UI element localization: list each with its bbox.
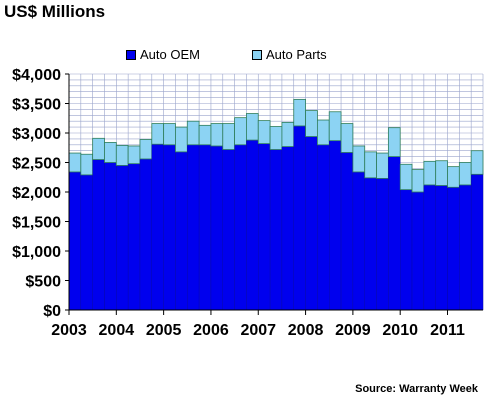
y-tick-label: $2,000 <box>12 185 61 202</box>
bar-auto-oem <box>352 171 365 311</box>
bar-auto-oem <box>104 162 117 311</box>
bar-auto-parts <box>115 144 129 166</box>
y-tick-label: $3,000 <box>12 126 61 143</box>
x-tick-label: 2005 <box>146 322 182 339</box>
bar-auto-parts <box>234 117 247 146</box>
bar-auto-parts <box>92 137 105 160</box>
bar-auto-oem <box>269 149 283 311</box>
bar-auto-oem <box>139 158 153 311</box>
bar-auto-parts <box>376 152 389 179</box>
bar-auto-parts <box>293 98 306 127</box>
bar-auto-oem <box>163 144 176 311</box>
bar-auto-parts <box>222 123 235 150</box>
legend-swatch-auto-oem <box>126 49 136 60</box>
bar-auto-oem <box>293 125 306 311</box>
bar-auto-parts <box>470 150 484 175</box>
bar-auto-oem <box>151 144 164 311</box>
bar-auto-parts <box>387 127 401 158</box>
bar-auto-parts <box>423 160 437 186</box>
bar-auto-parts <box>186 120 200 146</box>
bar-auto-parts <box>210 123 224 147</box>
bar-auto-parts <box>104 142 117 163</box>
bar-auto-oem <box>92 159 105 311</box>
x-tick-label: 2011 <box>430 322 465 339</box>
y-tick-label: $1,000 <box>12 244 61 261</box>
x-tick-label: 2006 <box>193 322 229 339</box>
y-tick-label: $1,500 <box>12 215 61 232</box>
bar-auto-parts <box>458 162 472 186</box>
bar-auto-oem <box>388 156 401 311</box>
bar-auto-oem <box>246 139 259 311</box>
y-tick-label: $500 <box>25 274 61 291</box>
bar-auto-oem <box>234 144 247 311</box>
legend-item-auto-oem: Auto OEM <box>126 47 200 62</box>
x-tick-label: 2009 <box>335 322 371 339</box>
source-note: Source: Warranty Week <box>355 383 478 395</box>
bar-auto-oem <box>68 171 82 311</box>
bar-auto-parts <box>305 110 318 137</box>
legend-swatch-auto-parts <box>251 49 262 60</box>
bar-auto-oem <box>400 189 413 311</box>
bar-auto-parts <box>447 166 460 188</box>
bar-auto-parts <box>364 151 377 179</box>
bar-auto-parts <box>281 121 295 147</box>
legend-item-auto-parts: Auto Parts <box>251 47 327 62</box>
x-tick-label: 2010 <box>382 322 418 339</box>
bar-auto-oem <box>222 149 235 311</box>
bar-auto-parts <box>80 153 94 176</box>
legend: Auto OEM Auto Parts <box>126 47 379 62</box>
bar-auto-parts <box>340 123 354 153</box>
legend-label-auto-parts: Auto Parts <box>265 47 327 62</box>
chart-title: US$ Millions <box>4 2 106 21</box>
bar-auto-oem <box>317 144 330 311</box>
bar-auto-oem <box>175 151 188 311</box>
bar-auto-parts <box>139 139 153 160</box>
legend-label-auto-oem: Auto OEM <box>140 47 200 62</box>
bar-auto-parts <box>435 160 448 186</box>
y-tick-label: $4,000 <box>12 67 61 84</box>
bar-auto-parts <box>257 120 271 145</box>
bar-auto-oem <box>447 187 460 311</box>
bar-auto-parts <box>328 111 342 142</box>
bar-auto-oem <box>329 140 342 311</box>
bar-auto-oem <box>198 144 212 311</box>
bar-auto-oem <box>305 136 318 311</box>
bar-auto-oem <box>423 184 436 311</box>
bar-auto-oem <box>127 163 141 311</box>
bar-auto-parts <box>352 145 366 173</box>
bar-auto-oem <box>435 185 448 311</box>
y-tick-label: $3,500 <box>12 97 61 114</box>
bar-auto-parts <box>175 126 188 153</box>
bar-auto-oem <box>376 178 389 311</box>
bar-auto-parts <box>246 113 259 141</box>
bar-auto-oem <box>187 144 200 311</box>
bar-auto-parts <box>68 152 82 173</box>
bar-auto-oem <box>340 152 354 311</box>
x-tick-label: 2004 <box>99 322 135 339</box>
bar-auto-parts <box>127 145 141 165</box>
bar-auto-parts <box>269 126 283 150</box>
bar-auto-oem <box>459 184 472 311</box>
bar-auto-parts <box>399 163 413 191</box>
x-tick-label: 2008 <box>288 322 324 339</box>
x-tick-label: 2007 <box>240 322 276 339</box>
bar-auto-oem <box>470 174 484 311</box>
bar-auto-oem <box>116 165 129 311</box>
bar-auto-oem <box>411 191 425 311</box>
bar-auto-parts <box>316 119 330 146</box>
bar-auto-oem <box>80 174 93 311</box>
y-tick-label: $2,500 <box>12 156 61 173</box>
bar-auto-parts <box>163 123 176 146</box>
bar-auto-oem <box>258 143 271 311</box>
bar-auto-parts <box>151 123 165 145</box>
bar-auto-parts <box>198 124 212 146</box>
x-tick-label: 2003 <box>51 322 87 339</box>
bar-auto-parts <box>411 169 425 193</box>
bar-auto-oem <box>281 146 294 311</box>
bar-auto-oem <box>210 145 223 311</box>
bar-auto-oem <box>364 177 377 311</box>
y-tick-label: $0 <box>43 303 61 320</box>
